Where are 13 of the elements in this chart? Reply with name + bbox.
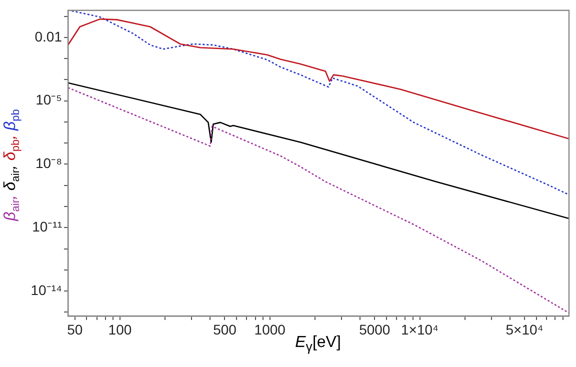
x-tick-label: 1000 — [254, 321, 286, 338]
x-axis-title: E$_{γ}$[eV] — [295, 334, 341, 354]
x-tick-label: 100 — [108, 321, 132, 338]
y-tick-label: 0.01 — [34, 28, 62, 44]
x-tick-label: 5000 — [359, 321, 390, 338]
y-tick-label: 10⁻¹¹ — [32, 218, 62, 235]
x-tick-label: 1×10⁴ — [400, 321, 439, 338]
y-tick-label: 10⁻⁵ — [36, 92, 62, 108]
x-tick-label: 50 — [67, 321, 83, 338]
y-tick-label: 10⁻⁸ — [36, 155, 62, 172]
x-tick-label: 5×10⁴ — [506, 321, 544, 338]
y-tick-label: 10⁻¹⁴ — [30, 282, 62, 298]
x-tick-label: 500 — [213, 321, 237, 338]
